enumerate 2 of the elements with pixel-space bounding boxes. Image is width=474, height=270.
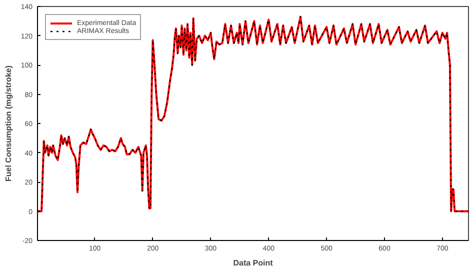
x-axis-title: Data Point [233, 258, 274, 268]
y-axis-title: Fuel Consumption (mg/stroke) [4, 65, 13, 182]
